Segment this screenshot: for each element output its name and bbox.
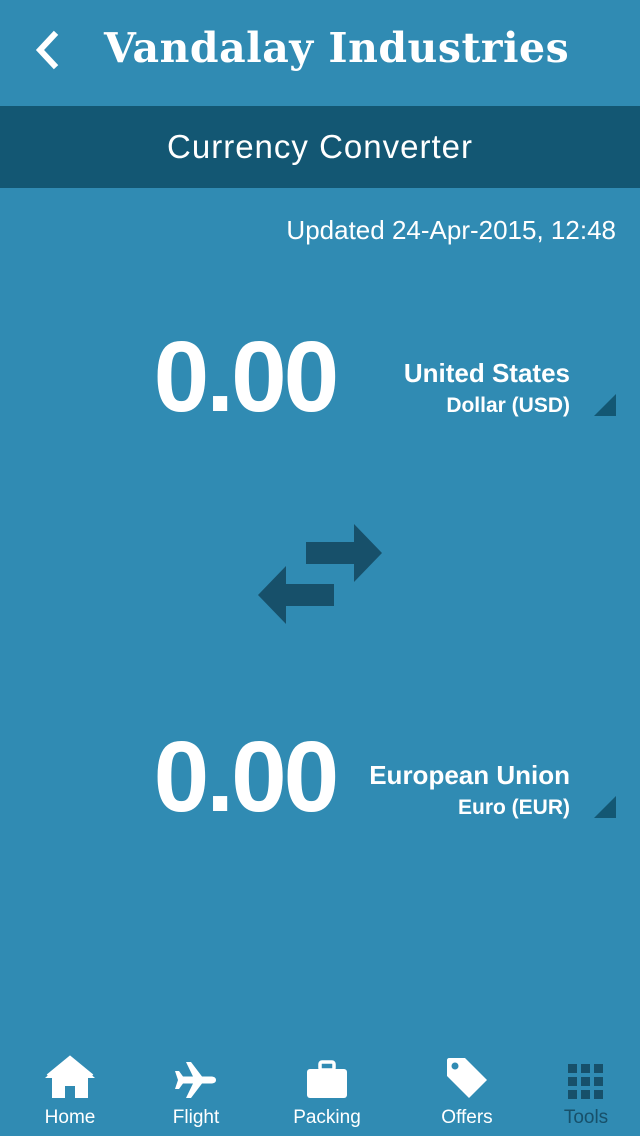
tab-packing[interactable]: Packing <box>252 1040 402 1136</box>
tab-packing-label: Packing <box>293 1107 361 1128</box>
home-icon <box>45 1055 95 1098</box>
tag-icon <box>447 1058 487 1098</box>
section-bar: Currency Converter <box>0 106 640 188</box>
tab-bar: Home Flight Packing <box>0 1040 640 1136</box>
to-currency-name: Euro (EUR) <box>458 796 570 819</box>
back-button[interactable] <box>22 22 72 78</box>
dropdown-triangle-icon <box>594 796 616 818</box>
tab-home[interactable]: Home <box>0 1040 140 1136</box>
tab-flight[interactable]: Flight <box>140 1040 252 1136</box>
swap-arrows-icon <box>258 524 382 624</box>
to-currency-country: European Union <box>369 760 570 790</box>
app-header: Vandalay Industries <box>0 0 640 106</box>
from-currency-country: United States <box>403 358 570 388</box>
grid-icon <box>568 1064 603 1099</box>
chevron-left-icon <box>35 30 59 70</box>
airplane-icon <box>175 1062 216 1098</box>
swap-button[interactable] <box>254 520 388 626</box>
to-currency-select[interactable]: European Union Euro (EUR) <box>356 754 616 834</box>
tab-flight-label: Flight <box>172 1107 220 1128</box>
tab-home-label: Home <box>44 1107 96 1128</box>
tab-tools[interactable]: Tools <box>532 1040 640 1136</box>
dropdown-triangle-icon <box>594 394 616 416</box>
to-amount-input[interactable]: 0.00 <box>153 721 340 833</box>
tab-offers[interactable]: Offers <box>402 1040 532 1136</box>
tab-tools-label: Tools <box>563 1107 609 1128</box>
updated-timestamp: Updated 24-Apr-2015, 12:48 <box>286 215 616 245</box>
from-currency-name: Dollar (USD) <box>446 394 570 417</box>
from-currency-select[interactable]: United States Dollar (USD) <box>356 352 616 432</box>
tab-offers-label: Offers <box>441 1107 493 1128</box>
briefcase-icon <box>307 1060 347 1098</box>
app-title: Vandalay Industries <box>104 24 570 72</box>
from-amount-input[interactable]: 0.00 <box>153 321 340 433</box>
page-title: Currency Converter <box>167 128 473 165</box>
